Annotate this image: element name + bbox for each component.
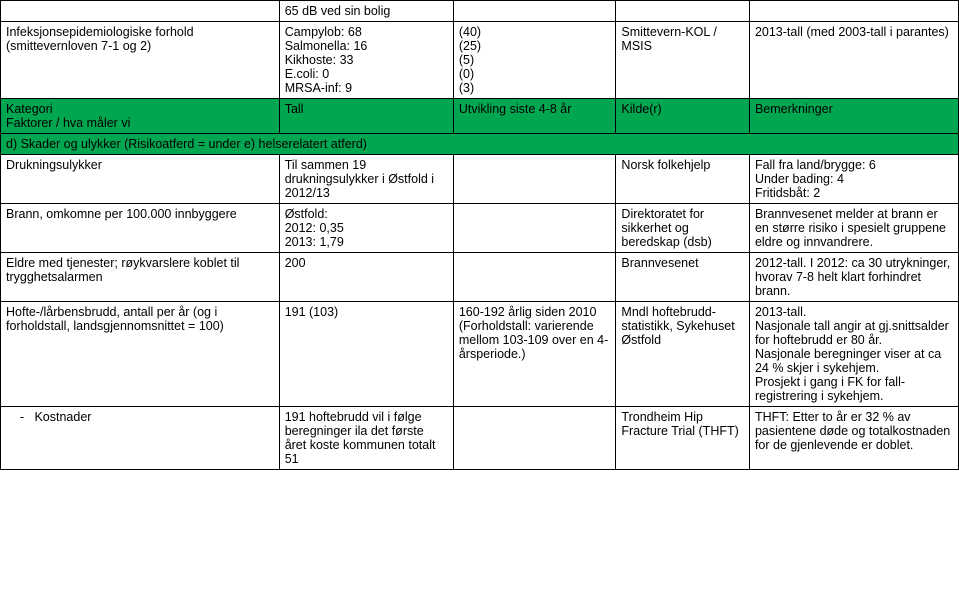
cell: [616, 1, 750, 22]
section-title: d) Skader og ulykker (Risikoatferd = und…: [1, 134, 959, 155]
table-row: 65 dB ved sin bolig: [1, 1, 959, 22]
cell: THFT: Etter to år er 32 % av pasientene …: [749, 407, 958, 470]
table-row: Infeksjonsepidemiologiske forhold (smitt…: [1, 22, 959, 99]
cell: Drukningsulykker: [1, 155, 280, 204]
cell: [453, 407, 616, 470]
cell: 191 (103): [279, 302, 453, 407]
cell: 65 dB ved sin bolig: [279, 1, 453, 22]
cell: Direktoratet for sikkerhet og beredskap …: [616, 204, 750, 253]
cell: Brannvesenet melder at brann er en størr…: [749, 204, 958, 253]
cell: (40) (25) (5) (0) (3): [453, 22, 616, 99]
table-row: Eldre med tjenester; røykvarslere koblet…: [1, 253, 959, 302]
cell: 2013-tall. Nasjonale tall angir at gj.sn…: [749, 302, 958, 407]
cell: [453, 253, 616, 302]
cell: Brann, omkomne per 100.000 innbyggere: [1, 204, 280, 253]
cell: 160-192 årlig siden 2010 (Forholdstall: …: [453, 302, 616, 407]
table-row: Drukningsulykker Til sammen 19 druknings…: [1, 155, 959, 204]
cell: Smittevern-KOL / MSIS: [616, 22, 750, 99]
cell: 2013-tall (med 2003-tall i parantes): [749, 22, 958, 99]
data-table: 65 dB ved sin bolig Infeksjonsepidemiolo…: [0, 0, 959, 470]
cell: [453, 155, 616, 204]
cell: Infeksjonsepidemiologiske forhold (smitt…: [1, 22, 280, 99]
cell: - Kostnader: [1, 407, 280, 470]
header-cell: Tall: [279, 99, 453, 134]
header-cell: Bemerkninger: [749, 99, 958, 134]
cell: [453, 1, 616, 22]
table-row: Hofte-/lårbensbrudd, antall per år (og i…: [1, 302, 959, 407]
cell: Til sammen 19 drukningsulykker i Østfold…: [279, 155, 453, 204]
kategori-label: Kategori: [6, 102, 274, 116]
category-header-row: Kategori Faktorer / hva måler vi Tall Ut…: [1, 99, 959, 134]
cell: Hofte-/lårbensbrudd, antall per år (og i…: [1, 302, 280, 407]
cell: Brannvesenet: [616, 253, 750, 302]
cell: Norsk folkehjelp: [616, 155, 750, 204]
faktorer-label: Faktorer / hva måler vi: [6, 116, 274, 130]
category-cell: Kategori Faktorer / hva måler vi: [1, 99, 280, 134]
table-row: - Kostnader 191 hoftebrudd vil i følge b…: [1, 407, 959, 470]
cell: Eldre med tjenester; røykvarslere koblet…: [1, 253, 280, 302]
header-cell: Kilde(r): [616, 99, 750, 134]
cell: Fall fra land/brygge: 6 Under bading: 4 …: [749, 155, 958, 204]
cell: Trondheim Hip Fracture Trial (THFT): [616, 407, 750, 470]
section-row: d) Skader og ulykker (Risikoatferd = und…: [1, 134, 959, 155]
cell: 200: [279, 253, 453, 302]
cell: Østfold: 2012: 0,35 2013: 1,79: [279, 204, 453, 253]
cell: [453, 204, 616, 253]
cell: [1, 1, 280, 22]
cell: Mndl hoftebrudd-statistikk, Sykehuset Øs…: [616, 302, 750, 407]
header-cell: Utvikling siste 4-8 år: [453, 99, 616, 134]
cell: [749, 1, 958, 22]
cell: Campylob: 68 Salmonella: 16 Kikhoste: 33…: [279, 22, 453, 99]
cell: 2012-tall. I 2012: ca 30 utrykninger, hv…: [749, 253, 958, 302]
cell: 191 hoftebrudd vil i følge beregninger i…: [279, 407, 453, 470]
table-row: Brann, omkomne per 100.000 innbyggere Øs…: [1, 204, 959, 253]
